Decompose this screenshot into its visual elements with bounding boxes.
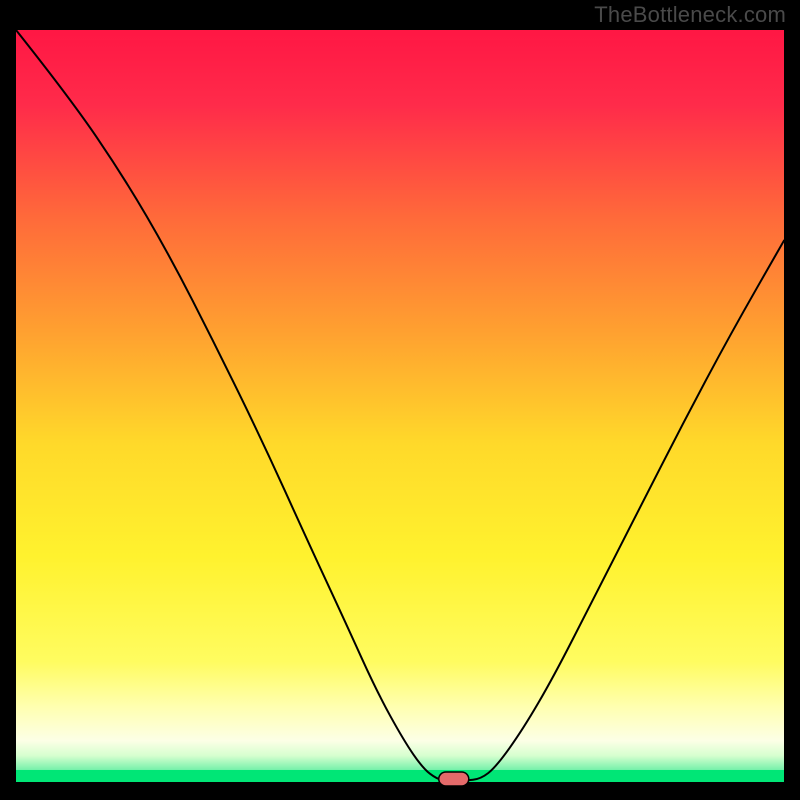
source-watermark: TheBottleneck.com [594, 2, 786, 28]
plot-green-baseline [16, 770, 784, 782]
plot-gradient-background [16, 30, 784, 782]
bottleneck-chart: TheBottleneck.com [0, 0, 800, 800]
